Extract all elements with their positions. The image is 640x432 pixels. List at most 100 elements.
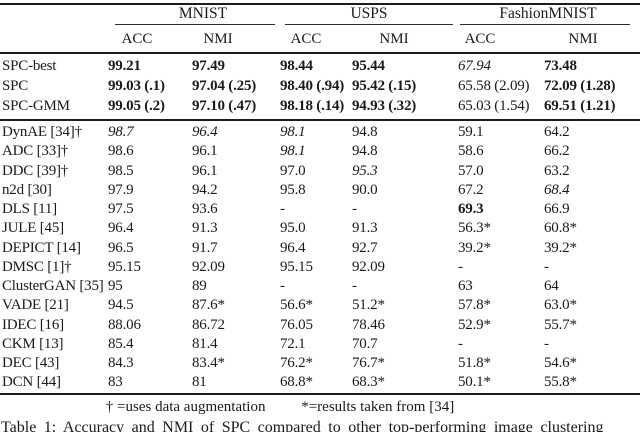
fashionmnist-group-rule <box>460 24 630 25</box>
value-cell: 91.7 <box>192 239 218 256</box>
value-cell: - <box>352 201 357 217</box>
value-cell: 69.51 (1.21) <box>544 98 616 114</box>
value-cell: 96.5 <box>108 239 134 256</box>
spc-separator-rule <box>0 119 640 121</box>
column-header-nmi-mnist: NMI <box>203 31 233 47</box>
dagger-footnote: † =uses data augmentation <box>105 399 266 415</box>
value-cell: 68.8* <box>280 374 313 391</box>
value-cell: 97.04 (.25) <box>192 78 257 94</box>
value-cell: - <box>458 258 463 275</box>
value-cell: 76.2* <box>280 355 313 371</box>
value-cell: 66.9 <box>544 201 570 217</box>
value-cell: 73.48 <box>544 58 577 74</box>
method-label: IDEC [16] <box>2 316 64 333</box>
method-label: SPC <box>2 78 29 94</box>
value-cell: 81.4 <box>192 335 218 352</box>
value-cell: 97.5 <box>108 201 134 217</box>
mnist-group-rule <box>115 24 275 25</box>
value-cell: 89 <box>192 278 207 294</box>
value-cell: 90.0 <box>352 181 378 198</box>
value-cell: 94.8 <box>352 143 378 160</box>
value-cell: 76.7* <box>352 355 385 371</box>
value-cell: 98.18 (.14) <box>280 98 345 114</box>
table-row: IDEC [16] 88.06 86.72 76.05 78.46 52.9* 55.7* <box>2 316 640 335</box>
value-cell: 64.2 <box>544 124 570 140</box>
value-cell: 66.2 <box>544 143 570 160</box>
value-cell: 85.4 <box>108 335 134 352</box>
value-cell: - <box>280 278 285 294</box>
value-cell: 95.15 <box>108 258 141 275</box>
column-group-fashionmnist: FashionMNIST <box>499 5 597 22</box>
value-cell: 97.0 <box>280 162 306 179</box>
value-cell: - <box>352 278 357 294</box>
value-cell: 72.09 (1.28) <box>544 78 616 94</box>
column-header-nmi-usps: NMI <box>379 31 409 47</box>
value-cell: 88.06 <box>108 316 141 333</box>
value-cell: 56.6* <box>280 297 313 314</box>
table-row: DCN [44] 83 81 68.8* 68.3* 50.1* 55.8* <box>2 373 640 392</box>
table-row: DynAE [34]† 98.7 96.4 98.1 94.8 59.1 64.2 <box>2 123 640 142</box>
value-cell: 99.05 (.2) <box>108 98 165 114</box>
value-cell: 99.03 (.1) <box>108 78 165 94</box>
value-cell: 86.72 <box>192 316 225 333</box>
value-cell: 56.3* <box>458 220 491 237</box>
method-label: DLS [11] <box>2 201 57 217</box>
table-row: ClusterGAN [35] 95 89 - - 63 64 <box>2 277 640 296</box>
table-row: VADE [21] 94.5 87.6* 56.6* 51.2* 57.8* 63.0* <box>2 296 640 315</box>
value-cell: 91.3 <box>352 220 378 237</box>
value-cell: 95.15 <box>280 258 313 275</box>
value-cell: 91.3 <box>192 220 218 237</box>
table-row: CKM [13] 85.4 81.4 72.1 70.7 - - <box>2 335 640 354</box>
value-cell: 52.9* <box>458 316 491 333</box>
table-caption: Table 1: Accuracy and NMI of SPC compare… <box>1 419 604 432</box>
value-cell: - <box>544 258 549 275</box>
column-group-header-row: MNIST USPS FashionMNIST <box>2 5 640 23</box>
value-cell: 63.2 <box>544 162 570 179</box>
value-cell: 76.05 <box>280 316 313 333</box>
method-label: ADC [33]† <box>2 143 69 160</box>
value-cell: 94.2 <box>192 181 218 198</box>
value-cell: 68.4 <box>544 181 570 198</box>
value-cell: 98.1 <box>280 143 306 160</box>
method-label: DMSC [1]† <box>2 258 72 275</box>
table-row: SPC-best 99.21 97.49 98.44 95.44 67.94 73.48 <box>2 56 640 76</box>
method-label: ClusterGAN [35] <box>2 278 104 294</box>
value-cell: 51.2* <box>352 297 385 314</box>
method-label: DEPICT [14] <box>2 239 81 256</box>
column-group-usps: USPS <box>350 5 388 22</box>
value-cell: 95.0 <box>280 220 306 237</box>
table-row: DLS [11] 97.5 93.6 - - 69.3 66.9 <box>2 200 640 219</box>
value-cell: 96.4 <box>192 124 218 140</box>
value-cell: 95.42 (.15) <box>352 78 417 94</box>
value-cell: 60.8* <box>544 220 577 237</box>
method-label: DEC [43] <box>2 355 60 371</box>
value-cell: 87.6* <box>192 297 225 314</box>
method-label: n2d [30] <box>2 181 52 198</box>
value-cell: 65.58 (2.09) <box>458 78 530 94</box>
table-row: SPC-GMM 99.05 (.2) 97.10 (.47) 98.18 (.14) 9… <box>2 96 640 116</box>
value-cell: 54.6* <box>544 355 577 371</box>
column-header-nmi-fashionmnist: NMI <box>568 31 598 47</box>
row-label-spacer <box>2 5 108 23</box>
value-cell: 58.6 <box>458 143 484 160</box>
value-cell: 96.4 <box>108 220 134 237</box>
value-cell: 98.6 <box>108 143 134 160</box>
table-footnote: † =uses data augmentation *=results take… <box>0 399 640 416</box>
value-cell: 72.1 <box>280 335 306 352</box>
value-cell: 83 <box>108 374 123 391</box>
value-cell: 65.03 (1.54) <box>458 98 530 114</box>
column-header-acc-mnist: ACC <box>121 31 153 47</box>
value-cell: 57.0 <box>458 162 484 179</box>
value-cell: 93.6 <box>192 201 218 217</box>
value-cell: - <box>458 335 463 352</box>
value-cell: 98.40 (.94) <box>280 78 345 94</box>
method-label: VADE [21] <box>2 297 69 314</box>
value-cell: 94.93 (.32) <box>352 98 417 114</box>
table-row: DEC [43] 84.3 83.4* 76.2* 76.7* 51.8* 54.6* <box>2 354 640 373</box>
value-cell: 51.8* <box>458 355 491 371</box>
baseline-results-section: DynAE [34]† 98.7 96.4 98.1 94.8 59.1 64.2 ADC [… <box>2 123 640 393</box>
table-row: JULE [45] 96.4 91.3 95.0 91.3 56.3* 60.8* <box>2 219 640 238</box>
value-cell: 92.09 <box>192 258 225 275</box>
value-cell: 55.7* <box>544 316 577 333</box>
